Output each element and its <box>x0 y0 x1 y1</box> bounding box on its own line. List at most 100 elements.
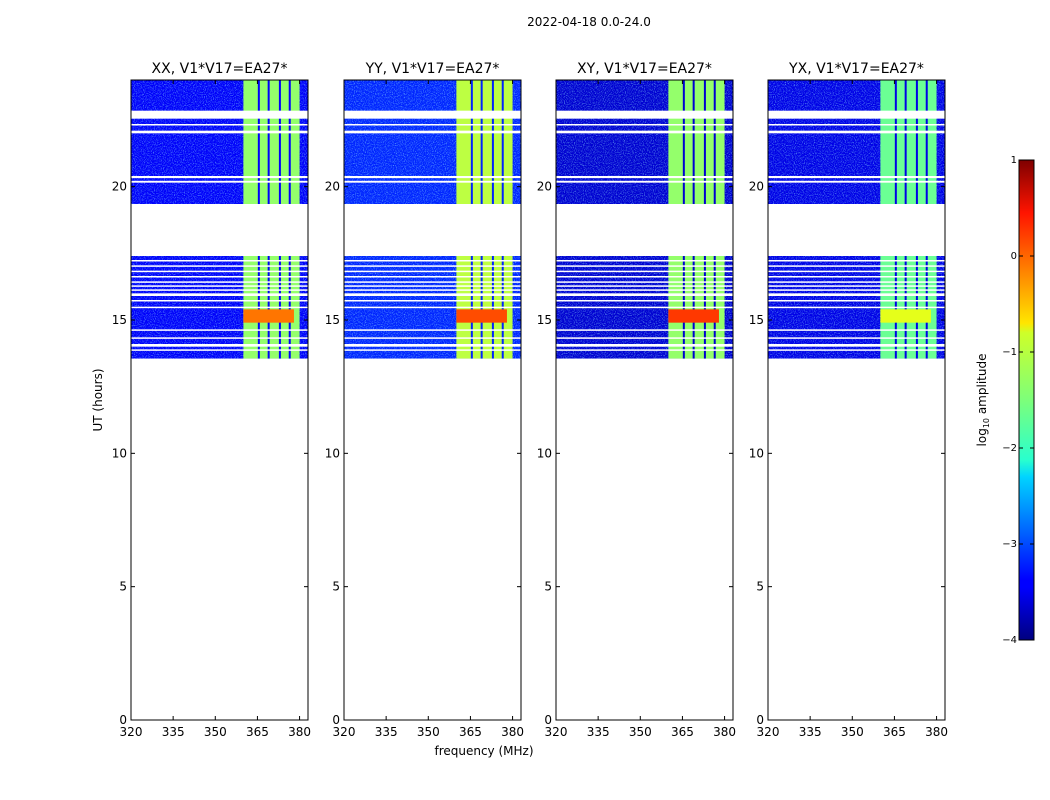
colorbar-tick-label: −2 <box>1002 443 1017 454</box>
flagged-time-gap <box>131 130 308 134</box>
flagged-time-gap <box>556 176 733 179</box>
heatmap-image <box>556 80 733 359</box>
colorbar-label-main: log <box>975 428 989 446</box>
flagged-time-gap <box>556 260 733 262</box>
peak-block <box>880 309 931 323</box>
y-tick-label: 0 <box>756 713 764 727</box>
y-tick-label: 10 <box>749 446 764 460</box>
x-tick-label: 365 <box>671 725 694 739</box>
x-tick-label: 380 <box>288 725 311 739</box>
flagged-time-gap <box>556 300 733 302</box>
flagged-time-gap <box>556 285 733 287</box>
y-tick-label: 20 <box>325 180 340 194</box>
flagged-time-gap <box>344 285 521 287</box>
flagged-time-gap <box>344 180 521 183</box>
axes-frame <box>555 79 734 721</box>
colorbar-ticks: 1 0 −1 −2 −3 −4 <box>1002 155 1034 646</box>
x-tick-label: 380 <box>501 725 524 739</box>
flagged-time-gap <box>131 270 308 273</box>
flagged-time-gap <box>768 110 945 119</box>
flagged-time-gap <box>131 204 308 256</box>
heatmap-image <box>344 80 521 359</box>
flagged-time-gap <box>131 329 308 331</box>
flagged-time-gap <box>344 306 521 309</box>
flagged-time-gap <box>344 276 521 278</box>
y-tick-label: 20 <box>749 180 764 194</box>
flagged-time-gap <box>556 293 733 296</box>
flagged-time-gap <box>344 281 521 283</box>
x-tick-label: 380 <box>713 725 736 739</box>
flagged-time-gap <box>768 293 945 296</box>
flagged-time-gap <box>131 260 308 262</box>
y-tick-label: 0 <box>544 713 552 727</box>
flagged-time-gap <box>344 124 521 126</box>
flagged-time-gap <box>768 130 945 134</box>
x-tick-label: 365 <box>459 725 482 739</box>
flagged-time-gap <box>131 306 308 309</box>
flagged-time-gap <box>344 204 521 256</box>
axes-frame <box>767 79 946 721</box>
flagged-time-gap <box>344 293 521 296</box>
panel-4: YX, V1*V17=EA27* 320 335 350 365 380 0 5 10 15 20 <box>749 61 948 739</box>
flagged-time-gap <box>344 337 521 339</box>
flagged-time-gap <box>131 349 308 351</box>
heatmap-image <box>131 80 308 359</box>
flagged-time-gap <box>768 265 945 267</box>
y-tick-label: 15 <box>112 313 127 327</box>
flagged-time-gap <box>768 337 945 339</box>
flagged-time-gap <box>131 344 308 347</box>
flagged-time-gap <box>556 124 733 126</box>
colorbar-tick-label: −3 <box>1002 539 1017 550</box>
x-tick-label: 335 <box>587 725 610 739</box>
flagged-time-gap <box>768 124 945 126</box>
peak-block <box>668 309 719 323</box>
y-tick-label: 15 <box>325 313 340 327</box>
flagged-time-gap <box>556 180 733 183</box>
y-tick-label: 0 <box>332 713 340 727</box>
flagged-time-gap <box>344 110 521 119</box>
x-tick-label: 335 <box>799 725 822 739</box>
flagged-time-gap <box>344 270 521 273</box>
flagged-time-gap <box>131 289 308 291</box>
flagged-time-gap <box>768 281 945 283</box>
x-tick-label: 335 <box>375 725 398 739</box>
axes-frame <box>130 79 309 721</box>
colorbar-tick-label: −1 <box>1002 347 1017 358</box>
x-tick-label: 320 <box>545 725 568 739</box>
flagged-time-gap <box>768 276 945 278</box>
flagged-time-gap <box>556 349 733 351</box>
colorbar-label-tail: amplitude <box>975 354 989 418</box>
x-tick-label: 350 <box>204 725 227 739</box>
x-axis-label: frequency (MHz) <box>434 744 533 758</box>
flagged-time-gap <box>344 344 521 347</box>
flagged-time-gap <box>768 180 945 183</box>
y-tick-label: 10 <box>325 446 340 460</box>
panel-title: YY, V1*V17=EA27* <box>365 61 500 77</box>
y-tick-label: 5 <box>756 580 764 594</box>
y-tick-label: 20 <box>537 180 552 194</box>
flagged-time-gap <box>131 337 308 339</box>
flagged-time-gap <box>768 300 945 302</box>
y-tick-label: 0 <box>119 713 127 727</box>
flagged-time-gap <box>131 276 308 278</box>
flagged-time-gap <box>556 337 733 339</box>
x-tick-label: 350 <box>417 725 440 739</box>
flagged-time-gap <box>131 110 308 119</box>
flagged-time-gap <box>768 176 945 179</box>
flagged-time-gap <box>344 349 521 351</box>
flagged-time-gap <box>131 265 308 267</box>
y-tick-label: 10 <box>112 446 127 460</box>
y-tick-label: 5 <box>119 580 127 594</box>
panel-title: XX, V1*V17=EA27* <box>152 61 288 77</box>
panel-3: XY, V1*V17=EA27* 320 335 350 365 380 0 5 10 15 20 <box>537 61 736 739</box>
flagged-time-gap <box>556 276 733 278</box>
flagged-time-gap <box>344 130 521 134</box>
flagged-time-gap <box>556 289 733 291</box>
y-tick-label: 15 <box>749 313 764 327</box>
peak-block <box>243 309 294 323</box>
flagged-time-gap <box>556 306 733 309</box>
flagged-time-gap <box>131 281 308 283</box>
flagged-time-gap <box>556 204 733 256</box>
flagged-time-gap <box>131 176 308 179</box>
colorbar-gradient <box>1018 159 1035 641</box>
